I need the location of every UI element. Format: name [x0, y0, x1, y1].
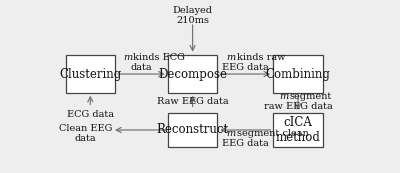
- Text: Clean EEG: Clean EEG: [59, 124, 112, 133]
- Text: Decompose: Decompose: [158, 67, 227, 81]
- Text: m: m: [227, 53, 236, 62]
- Text: segment clean: segment clean: [237, 129, 308, 138]
- Text: raw EEG data: raw EEG data: [264, 102, 332, 111]
- FancyBboxPatch shape: [273, 55, 323, 93]
- Text: Combining: Combining: [266, 67, 330, 81]
- Text: Raw EEG data: Raw EEG data: [157, 97, 228, 106]
- Text: cICA
method: cICA method: [276, 116, 320, 144]
- Text: kinds ECG: kinds ECG: [133, 53, 185, 62]
- Text: m: m: [123, 53, 132, 62]
- Text: ECG data: ECG data: [67, 110, 114, 119]
- Text: data: data: [131, 63, 152, 72]
- Text: m: m: [280, 92, 289, 101]
- Text: kinds raw: kinds raw: [237, 53, 285, 62]
- Text: 210ms: 210ms: [176, 16, 209, 25]
- Text: EEG data: EEG data: [222, 139, 269, 148]
- Text: EEG data: EEG data: [222, 63, 269, 72]
- FancyBboxPatch shape: [66, 55, 115, 93]
- FancyBboxPatch shape: [168, 113, 218, 147]
- FancyBboxPatch shape: [168, 55, 218, 93]
- Text: Reconstruct: Reconstruct: [156, 124, 229, 136]
- Text: Clustering: Clustering: [59, 67, 122, 81]
- Text: data: data: [75, 134, 96, 143]
- Text: Delayed: Delayed: [173, 6, 213, 15]
- Text: segment: segment: [289, 92, 332, 101]
- Text: m: m: [227, 129, 236, 138]
- FancyBboxPatch shape: [273, 113, 323, 147]
